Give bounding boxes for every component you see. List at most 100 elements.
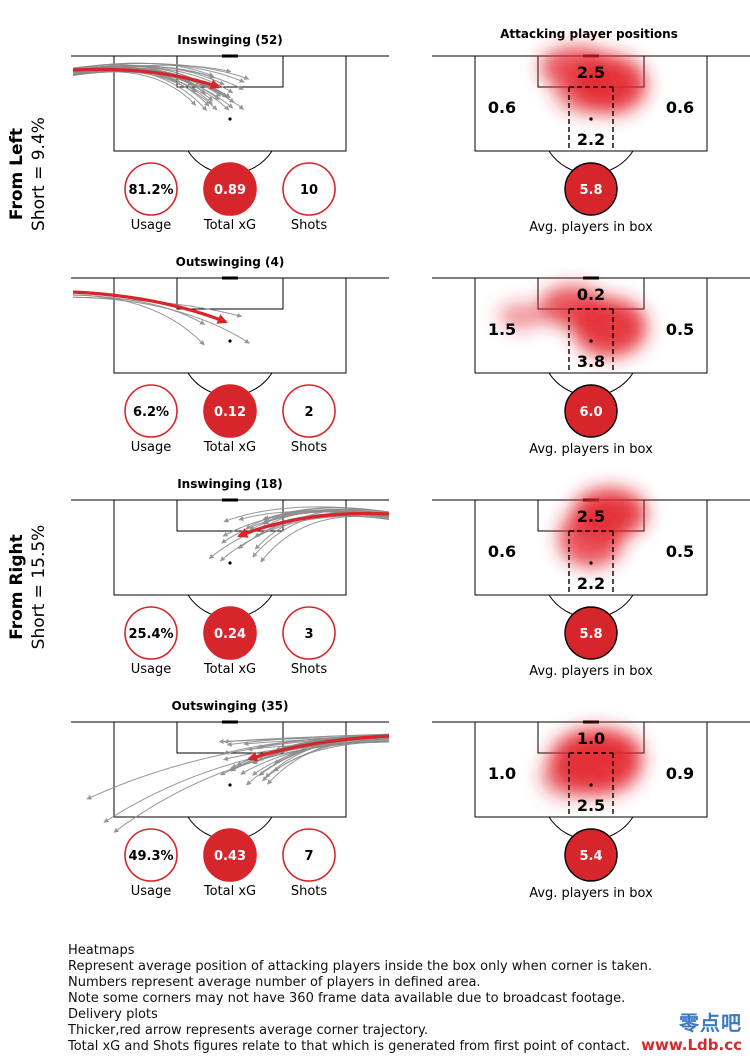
usage-circle — [124, 828, 178, 882]
watermark-logo-text: 零点吧 — [679, 1011, 742, 1035]
delivery-trajectory — [86, 736, 390, 800]
usage-circle — [124, 162, 178, 216]
usage-label: Usage — [131, 440, 172, 455]
usage-label: Usage — [131, 884, 172, 899]
corner-analysis-figure: Inswinging (52) 81.2% Usage 0.89 Total xG 10 S… — [6, 27, 750, 901]
delivery-panel-title: Outswinging (35) — [171, 699, 288, 713]
trajectory-group — [86, 733, 390, 833]
group-main-label: From Left — [7, 127, 27, 221]
heat-blob — [567, 729, 643, 772]
total-xg-value: 0.89 — [214, 183, 246, 198]
heat-count-six-yard: 1.0 — [577, 729, 605, 748]
heat-blob — [498, 303, 545, 329]
total-xg-circle — [203, 162, 257, 216]
total-xg-label: Total xG — [203, 884, 256, 899]
note-line: Numbers represent average number of play… — [68, 975, 481, 990]
delivery-trajectory — [219, 515, 390, 562]
total-xg-label: Total xG — [203, 662, 256, 677]
six-yard-box — [176, 278, 284, 310]
delivery-pitch — [71, 720, 389, 841]
group-label-right: From Right Short = 15.5% — [6, 497, 50, 677]
watermark-url: www.Ldb.cc — [641, 1036, 742, 1054]
delivery-panel-title: Inswinging (18) — [177, 477, 283, 491]
delivery-trajectory — [113, 741, 390, 833]
heatmap-blobs — [539, 46, 647, 114]
note-line: Heatmaps — [68, 943, 135, 958]
avg-players-circle — [564, 162, 618, 216]
trajectory-group — [72, 290, 250, 346]
usage-label: Usage — [131, 662, 172, 677]
shots-circle — [282, 162, 336, 216]
heat-blob — [553, 71, 619, 113]
heat-penalty-spot — [589, 783, 593, 787]
avg-players-value: 5.8 — [579, 627, 602, 642]
delivery-trajectory — [72, 294, 205, 346]
usage-label: Usage — [131, 218, 172, 233]
group-sub-label: Short = 15.5% — [29, 524, 49, 650]
shots-circle — [282, 384, 336, 438]
total-xg-label: Total xG — [203, 218, 256, 233]
penalty-box — [113, 500, 347, 596]
delivery-trajectory — [72, 296, 243, 318]
heat-count-right: 0.6 — [666, 98, 694, 117]
average-trajectory — [247, 734, 390, 762]
heat-count-six-yard: 2.5 — [577, 507, 605, 526]
usage-value: 49.3% — [128, 849, 173, 864]
avg-players-value: 5.8 — [579, 183, 602, 198]
shots-value: 10 — [300, 183, 318, 198]
delivery-trajectory — [72, 64, 225, 86]
total-xg-value: 0.43 — [214, 849, 246, 864]
heat-count-right: 0.9 — [666, 764, 694, 783]
penalty-spot — [228, 339, 232, 343]
avg-players-label: Avg. players in box — [529, 664, 653, 679]
total-xg-value: 0.24 — [214, 627, 246, 642]
shots-value: 2 — [304, 405, 313, 420]
heat-penalty-spot — [589, 117, 593, 121]
shots-label: Shots — [291, 662, 328, 677]
total-xg-label: Total xG — [203, 440, 256, 455]
shots-value: 3 — [304, 627, 313, 642]
penalty-box — [474, 722, 708, 818]
heatmap-header: Attacking player positions — [500, 27, 678, 41]
heat-blob — [558, 508, 624, 568]
note-line: Thicker,red arrow represents average cor… — [68, 1023, 428, 1038]
penalty-box — [113, 56, 347, 152]
avg-players-circle — [564, 606, 618, 660]
trajectory-group — [208, 506, 390, 563]
shots-label: Shots — [291, 218, 328, 233]
total-xg-circle — [203, 606, 257, 660]
heat-count-right: 0.5 — [666, 320, 694, 339]
penalty-box — [474, 278, 708, 374]
average-trajectory — [237, 511, 390, 538]
avg-players-value: 6.0 — [579, 405, 602, 420]
heat-count-left: 0.6 — [488, 98, 516, 117]
delivery-trajectory — [72, 63, 250, 80]
total-xg-circle — [203, 828, 257, 882]
avg-players-label: Avg. players in box — [529, 886, 653, 901]
heat-blob — [572, 298, 647, 357]
avg-players-circle — [564, 828, 618, 882]
average-trajectory — [72, 290, 228, 324]
shots-value: 7 — [304, 849, 313, 864]
note-line: Total xG and Shots figures relate to tha… — [68, 1039, 631, 1054]
trajectory-group — [72, 62, 250, 111]
penalty-box — [474, 500, 708, 596]
delivery-trajectory — [72, 71, 214, 101]
delivery-panel-title: Outswinging (4) — [176, 255, 285, 269]
heatmap-pitch — [432, 720, 750, 841]
heat-count-left: 1.0 — [488, 764, 516, 783]
avg-players-value: 5.4 — [579, 849, 602, 864]
delivery-trajectory — [245, 507, 390, 530]
heatmap-blobs — [558, 488, 647, 568]
heatmap-blobs — [498, 285, 647, 357]
heat-count-six-yard: 2.5 — [577, 63, 605, 82]
shots-circle — [282, 606, 336, 660]
penalty-spot — [228, 783, 232, 787]
heat-count-centre: 2.5 — [577, 796, 605, 815]
penalty-spot — [228, 117, 232, 121]
heat-penalty-spot — [589, 339, 593, 343]
note-line: Note some corners may not have 360 frame… — [68, 991, 626, 1006]
avg-players-circle — [564, 384, 618, 438]
total-xg-circle — [203, 384, 257, 438]
watermark: 零点吧 www.Ldb.cc — [641, 1007, 742, 1054]
